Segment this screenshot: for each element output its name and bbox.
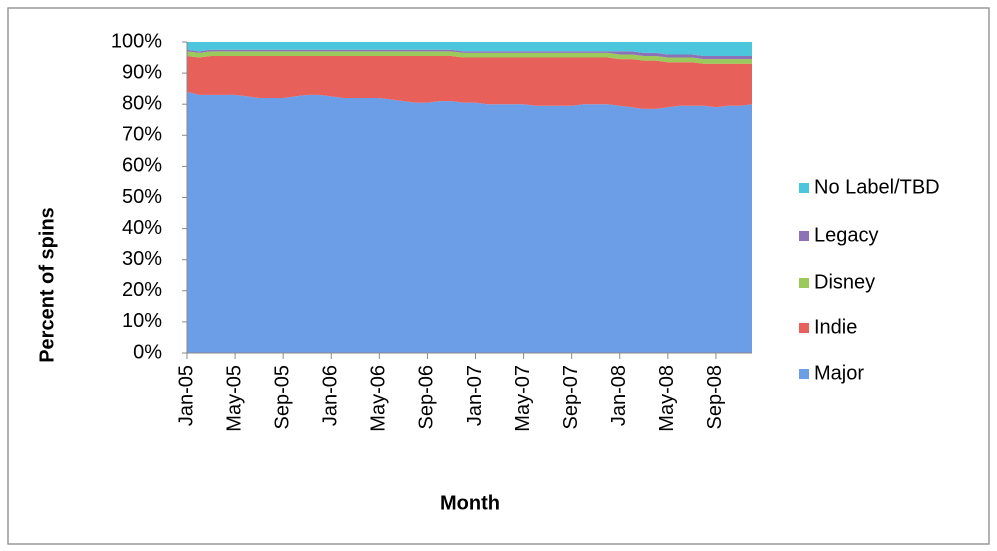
legend-label: Major — [814, 362, 864, 384]
x-tick-label: Sep-05 — [271, 365, 293, 430]
legend-swatch — [799, 323, 809, 333]
y-tick-label: 60% — [122, 155, 162, 177]
area — [187, 91, 752, 353]
legend-label: Legacy — [814, 224, 879, 246]
y-tick-label: 50% — [122, 186, 162, 208]
x-tick-label: May-06 — [368, 365, 390, 432]
chart-frame — [7, 7, 990, 545]
y-tick-label: 70% — [122, 124, 162, 146]
x-tick-label: Sep-06 — [416, 365, 438, 430]
legend-label: No Label/TBD — [814, 176, 940, 198]
area — [187, 42, 752, 56]
legend-label: Disney — [814, 271, 875, 293]
legend-label: Indie — [814, 316, 857, 338]
plot-area — [187, 42, 752, 353]
y-tick-label: 80% — [122, 92, 162, 114]
x-tick-label: Sep-08 — [704, 365, 726, 430]
x-tick-label: Jan-08 — [608, 365, 630, 426]
y-tick-label: 0% — [133, 341, 162, 363]
legend-swatch — [799, 278, 809, 288]
y-tick-label: 100% — [111, 30, 162, 52]
x-axis-title: Month — [440, 492, 500, 514]
x-tick-label: Jan-05 — [175, 365, 197, 426]
y-tick-label: 20% — [122, 279, 162, 301]
y-axis-title: Percent of spins — [36, 207, 58, 363]
y-tick-label: 30% — [122, 248, 162, 270]
area — [187, 51, 752, 64]
area — [187, 55, 752, 109]
x-tick-label: Jan-07 — [464, 365, 486, 426]
x-tick-label: May-05 — [223, 365, 245, 432]
x-tick-label: Sep-07 — [560, 365, 582, 430]
x-tick-label: Jan-06 — [320, 365, 342, 426]
legend-swatch — [799, 183, 809, 193]
y-tick-label: 90% — [122, 61, 162, 83]
area — [187, 49, 752, 60]
x-tick-label: May-07 — [512, 365, 534, 432]
legend-swatch — [799, 369, 809, 379]
y-tick-label: 10% — [122, 310, 162, 332]
legend-swatch — [799, 231, 809, 241]
y-tick-label: 40% — [122, 217, 162, 239]
x-tick-label: May-08 — [656, 365, 678, 432]
